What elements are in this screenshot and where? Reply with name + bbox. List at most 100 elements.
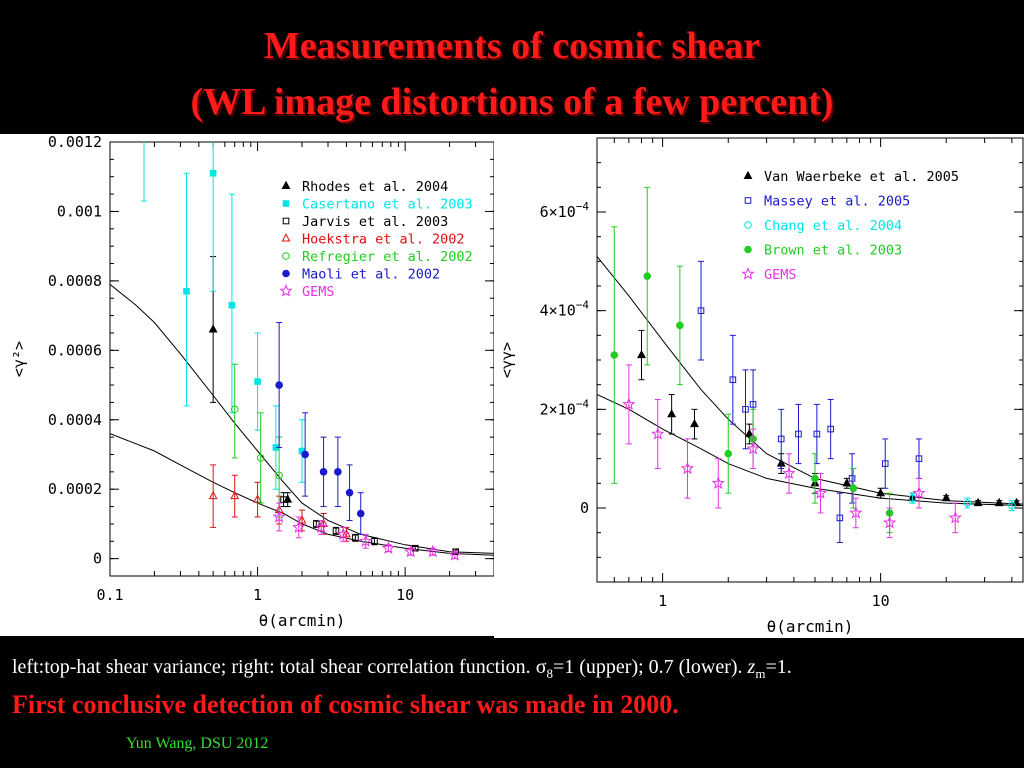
z-symbol: z (747, 656, 756, 678)
data-point (963, 499, 972, 507)
data-point (319, 468, 328, 476)
y-tick-label: 0.0008 (48, 272, 102, 290)
data-point (253, 494, 263, 503)
data-layer (597, 186, 1023, 544)
data-point (676, 321, 684, 330)
legend-marker (744, 197, 752, 204)
data-point (1012, 497, 1021, 507)
legend-label: Hoekstra et al. 2002 (302, 232, 465, 248)
y-tick-label: 0.001 (57, 202, 102, 220)
right-chart-panel: 1 10 0 2×10−4 4×10−4 6×10−4 θ(arcmin) <γγ> Van W… (494, 134, 1024, 638)
data-point (777, 435, 785, 443)
data-point (334, 468, 342, 476)
y-tick-mantissa: 2×10 (540, 400, 576, 418)
data-point (637, 349, 646, 359)
y-tick-label: 0.0012 (48, 134, 102, 151)
data-point (915, 455, 923, 462)
legend-marker (282, 269, 290, 278)
data-point (849, 505, 863, 519)
data-point (254, 378, 261, 385)
y-axis-label: <γγ> (498, 342, 516, 378)
legend-label: Rhodes et al. 2004 (302, 179, 448, 195)
data-point (697, 307, 705, 314)
data-point (749, 401, 757, 408)
x-axis-label: θ(arcmin) (767, 617, 854, 636)
legend-marker (282, 200, 290, 207)
data-point (209, 169, 217, 177)
x-tick-label: 0.1 (96, 586, 123, 604)
data-point (729, 376, 737, 384)
data-point (842, 478, 852, 487)
data-point (403, 544, 418, 558)
data-point (1008, 501, 1016, 510)
y-tick-label: 0 (93, 550, 102, 568)
data-point (742, 406, 749, 413)
legend-label: Chang et al. 2004 (764, 218, 902, 234)
plot-area: 0.1 1 10 0 0.0002 0.0004 0.0006 0.0008 0.001 0.00… (48, 133, 495, 604)
slide-title-line-1: Measurements of cosmic shear (263, 25, 761, 67)
legend-label: Casertano et al. 2003 (302, 197, 473, 213)
z-text: =1. (765, 656, 792, 678)
data-point (827, 425, 834, 433)
data-point (332, 527, 340, 535)
data-point (208, 490, 218, 500)
data-point (881, 460, 889, 467)
data-point (948, 510, 962, 524)
x-tick-label: 10 (396, 586, 414, 604)
x-axis-label: θ(arcmin) (259, 611, 346, 630)
legend-marker (281, 233, 291, 242)
legend-label: Refregier et al. 2002 (302, 249, 473, 265)
z-subscript: m (755, 666, 766, 681)
data-point (610, 351, 619, 359)
data-point (746, 441, 760, 455)
legend-label: GEMS (302, 284, 335, 300)
model-curve (110, 284, 494, 554)
highlight-statement: First conclusive detection of cosmic she… (12, 690, 679, 719)
data-point (680, 461, 695, 475)
legend-marker (282, 217, 290, 225)
sigma-subscript: 8 (546, 666, 553, 681)
data-point (381, 541, 396, 554)
slide-title-line-2: (WL image distortions of a few percent) (190, 81, 834, 123)
data-point (448, 548, 462, 561)
data-point (314, 520, 328, 534)
data-point (272, 510, 286, 523)
x-tick-label: 10 (872, 592, 890, 610)
data-point (230, 405, 239, 414)
data-point (256, 454, 265, 462)
model-curve (597, 256, 1023, 505)
data-point (643, 272, 652, 280)
y-tick-exponent: −4 (576, 200, 590, 213)
caption-line: left:top-hat shear variance; right: tota… (12, 656, 792, 682)
legend-label: Jarvis et al. 2003 (302, 214, 448, 230)
data-point (651, 426, 665, 440)
left-chart-panel: 0.1 1 10 0 0.0002 0.0004 0.0006 0.0008 0.001 0.00… (0, 133, 495, 636)
data-point (973, 497, 983, 507)
data-point (230, 490, 240, 500)
caption-text: left:top-hat shear variance; right: tota… (12, 656, 536, 678)
legend-marker (743, 170, 753, 180)
data-point (782, 466, 796, 480)
data-point (228, 301, 236, 309)
legend: Van Waerbeke et al. 2005 Massey et al. 20… (741, 169, 959, 283)
data-point (341, 529, 351, 538)
data-point (690, 418, 699, 428)
legend-marker (281, 180, 291, 190)
y-tick-exponent: −4 (576, 299, 590, 312)
legend-label: Brown et al. 2003 (764, 243, 902, 259)
data-point (313, 520, 320, 528)
y-tick-label: 2×10−4 (540, 397, 590, 418)
data-point (352, 534, 359, 542)
data-point (811, 474, 819, 483)
legend-marker (744, 221, 752, 229)
data-point (301, 450, 309, 459)
data-point (941, 492, 951, 502)
shear-variance-chart: 0.1 1 10 0 0.0002 0.0004 0.0006 0.0008 0.001 0.00… (10, 133, 495, 630)
data-point (275, 471, 283, 480)
legend-marker (744, 245, 752, 254)
author-credit: Yun Wang, DSU 2012 (126, 735, 269, 752)
legend-label: Van Waerbeke et al. 2005 (764, 169, 959, 185)
data-point (876, 487, 886, 497)
